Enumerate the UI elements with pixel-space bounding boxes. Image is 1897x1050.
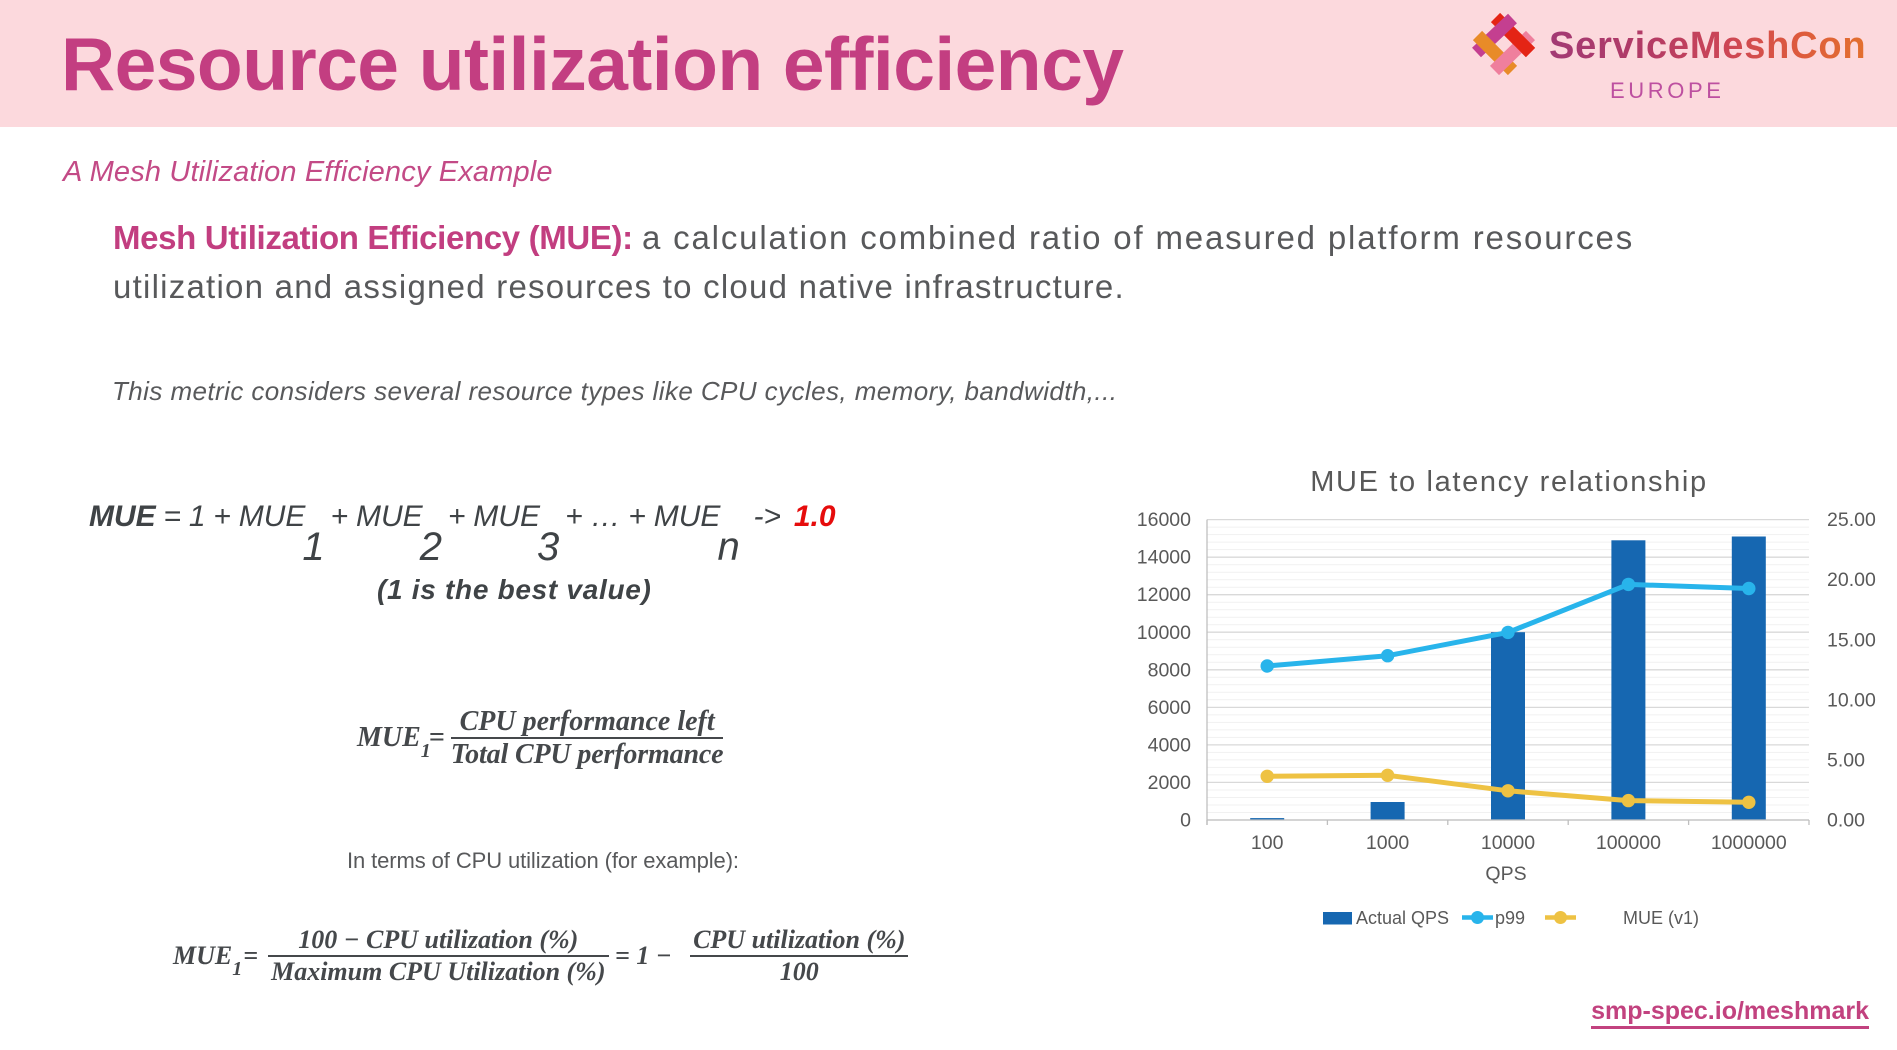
svg-text:16000: 16000: [1137, 509, 1191, 531]
svg-text:20.00: 20.00: [1827, 569, 1876, 591]
svg-text:6000: 6000: [1148, 697, 1192, 719]
svg-text:5.00: 5.00: [1827, 749, 1865, 771]
svg-text:p99: p99: [1495, 908, 1525, 928]
svg-text:0: 0: [1180, 810, 1191, 832]
svg-text:15.00: 15.00: [1827, 629, 1876, 651]
svg-text:MUE to latency relationship: MUE to latency relationship: [1310, 466, 1708, 498]
svg-text:2000: 2000: [1148, 772, 1192, 794]
svg-text:1000: 1000: [1366, 832, 1410, 854]
svg-text:Actual QPS: Actual QPS: [1356, 908, 1449, 928]
svg-text:1000000: 1000000: [1711, 832, 1787, 854]
svg-text:10.00: 10.00: [1827, 689, 1876, 711]
svg-text:10000: 10000: [1137, 622, 1191, 644]
svg-text:QPS: QPS: [1485, 863, 1526, 885]
svg-text:0.00: 0.00: [1827, 810, 1865, 832]
svg-text:MUE (v1): MUE (v1): [1623, 908, 1699, 928]
svg-text:8000: 8000: [1148, 659, 1192, 681]
svg-text:14000: 14000: [1137, 547, 1191, 569]
svg-text:100000: 100000: [1596, 832, 1661, 854]
svg-text:4000: 4000: [1148, 734, 1192, 756]
svg-text:25.00: 25.00: [1827, 509, 1876, 531]
svg-text:100: 100: [1251, 832, 1284, 854]
svg-text:10000: 10000: [1481, 832, 1535, 854]
svg-text:12000: 12000: [1137, 584, 1191, 606]
